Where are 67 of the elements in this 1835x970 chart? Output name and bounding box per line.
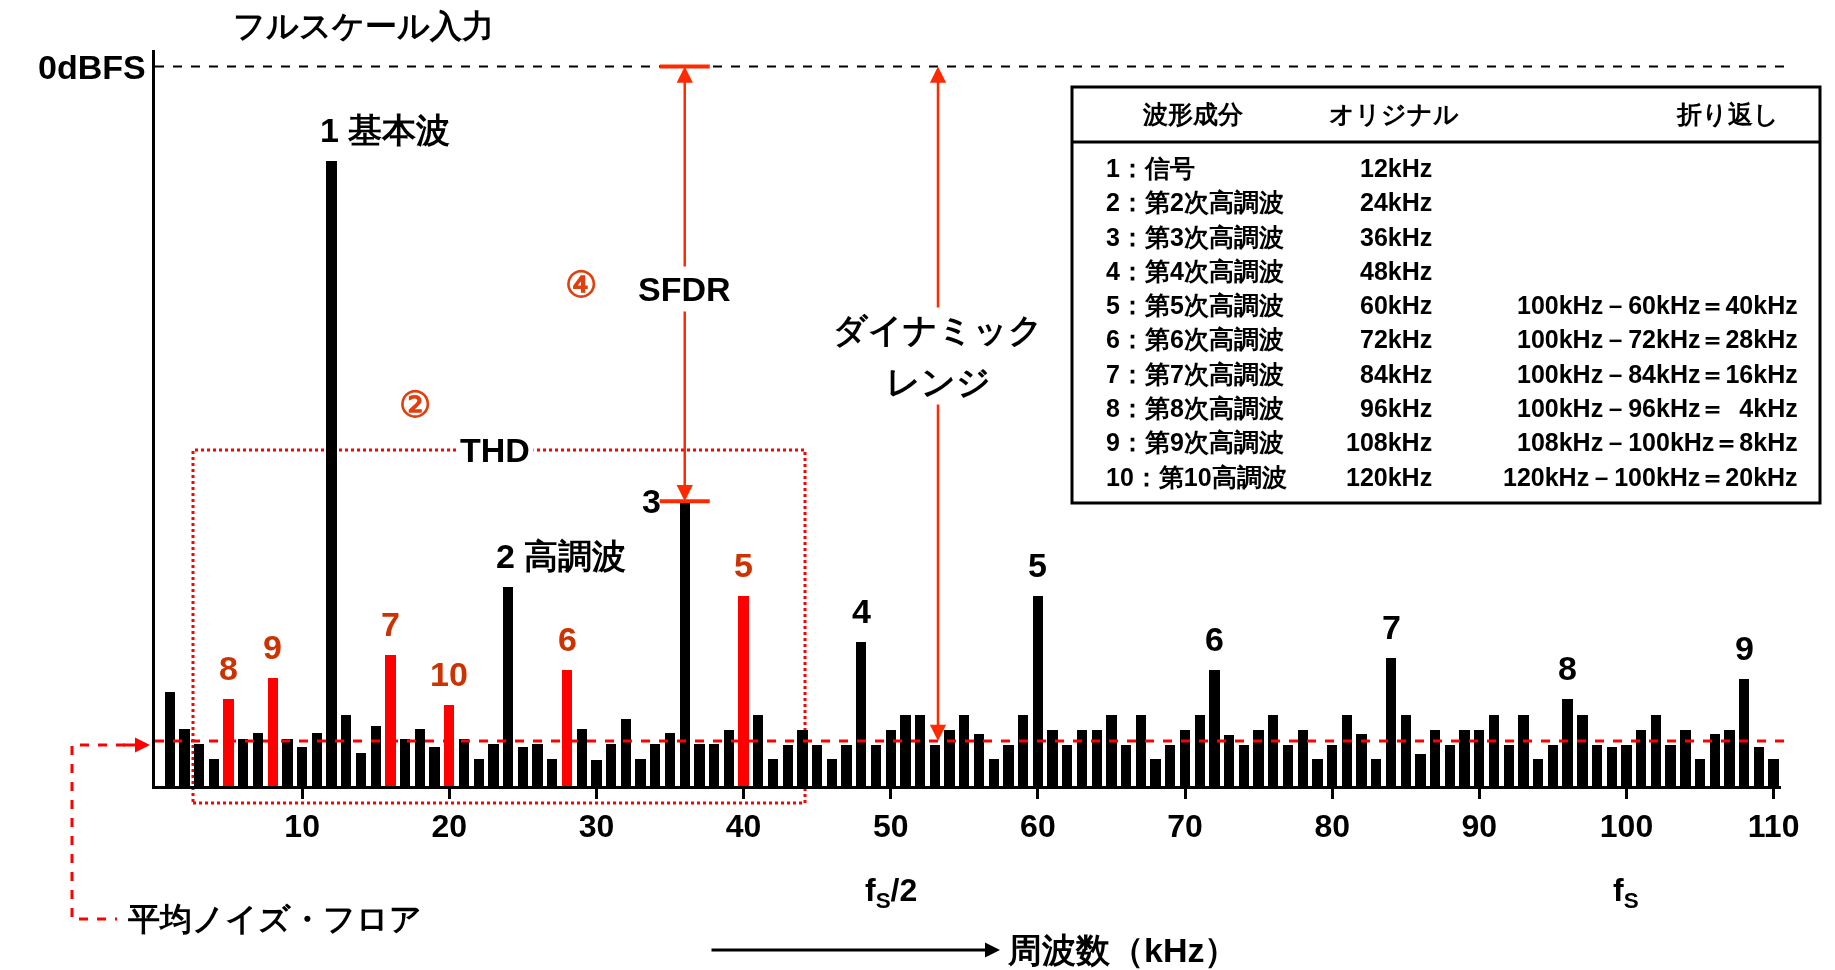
annotation: 6 xyxy=(558,620,577,658)
annotation: 84kHz xyxy=(1360,360,1433,388)
annotation: 60kHz xyxy=(1360,291,1433,319)
annotation: 9：第9次高調波 xyxy=(1106,428,1284,456)
annotation: 100kHz－84kHz＝16kHz xyxy=(1517,360,1798,388)
x-tick-label: 30 xyxy=(578,808,615,845)
annotation: f$_{S}$ xyxy=(1613,872,1639,913)
annotation: 9 xyxy=(263,628,282,666)
text: オリジナル xyxy=(1329,100,1459,128)
annotation: 24kHz xyxy=(1360,188,1433,216)
annotation: ② xyxy=(399,384,431,425)
annotation: 5 xyxy=(1028,546,1047,584)
annotation: 72kHz xyxy=(1360,325,1433,353)
annotation: 100kHz－72kHz＝28kHz xyxy=(1517,325,1798,353)
annotation: 3 xyxy=(642,482,661,520)
annotation: 120kHz xyxy=(1346,463,1433,491)
annotation: 4：第4次高調波 xyxy=(1106,257,1284,285)
annotation: 4 xyxy=(852,592,871,630)
text: 平均ノイズ・フロア xyxy=(127,901,422,937)
annotation: 96kHz xyxy=(1360,394,1433,422)
annotation: SFDR xyxy=(638,270,731,308)
annotation: 2 高調波 xyxy=(496,537,627,575)
annotation: 7 xyxy=(1382,608,1401,646)
annotation: 8 xyxy=(219,649,238,687)
x-axis-title: 周波数（kHz） xyxy=(1007,931,1239,969)
annotation: 6 xyxy=(1205,620,1224,658)
annotation: 9 xyxy=(1735,629,1754,667)
annotation: 7 xyxy=(381,605,400,643)
annotation: 2：第2次高調波 xyxy=(1106,188,1284,216)
annotation: 7：第7次高調波 xyxy=(1106,360,1284,388)
annotation: 6：第6次高調波 xyxy=(1106,325,1284,353)
x-tick-label: 80 xyxy=(1314,808,1350,845)
annotation: f$_{S}$/2 xyxy=(865,872,918,913)
annotation: 1：信号 xyxy=(1106,154,1195,182)
x-tick-label: 90 xyxy=(1461,808,1498,845)
annotation: 100kHz－96kHz＝ 4kHz xyxy=(1517,394,1798,422)
annotation: 120kHz－100kHz＝20kHz xyxy=(1503,463,1798,491)
annotation: 5：第5次高調波 xyxy=(1106,291,1284,319)
annotation: 12kHz xyxy=(1360,154,1433,182)
annotation: 100kHz－60kHz＝40kHz xyxy=(1517,291,1798,319)
x-tick-label: 10 xyxy=(284,808,320,845)
annotation: THD xyxy=(460,431,530,469)
x-tick-label: 50 xyxy=(872,808,909,845)
text: 折り返し xyxy=(1676,100,1779,128)
annotation: 108kHz xyxy=(1346,428,1433,456)
annotation: ダイナミック xyxy=(833,311,1043,349)
x-tick-label: 20 xyxy=(431,808,468,845)
annotation: ④ xyxy=(565,264,597,305)
annotation: レンジ xyxy=(886,363,991,401)
annotation: 8：第8次高調波 xyxy=(1106,394,1284,422)
x-tick-label: 70 xyxy=(1167,808,1203,845)
text: フルスケール入力 xyxy=(233,8,494,44)
x-tick-label: 60 xyxy=(1020,808,1056,845)
annotation: 3：第3次高調波 xyxy=(1106,223,1284,251)
x-tick-label: 100 xyxy=(1599,808,1654,845)
annotation: 1 基本波 xyxy=(320,111,451,149)
ref-line-label: 0dBFS xyxy=(38,48,146,86)
annotation: 48kHz xyxy=(1360,257,1433,285)
annotation: 36kHz xyxy=(1360,223,1433,251)
annotation: 108kHz－100kHz＝8kHz xyxy=(1517,428,1798,456)
annotation: 5 xyxy=(734,546,753,584)
annotation: 8 xyxy=(1558,649,1577,687)
annotation: 10 xyxy=(430,655,468,693)
annotation: 10：第10高調波 xyxy=(1106,463,1287,491)
x-tick-label: 110 xyxy=(1747,808,1800,845)
x-tick-label: 40 xyxy=(725,808,762,845)
text: 波形成分 xyxy=(1142,100,1244,128)
